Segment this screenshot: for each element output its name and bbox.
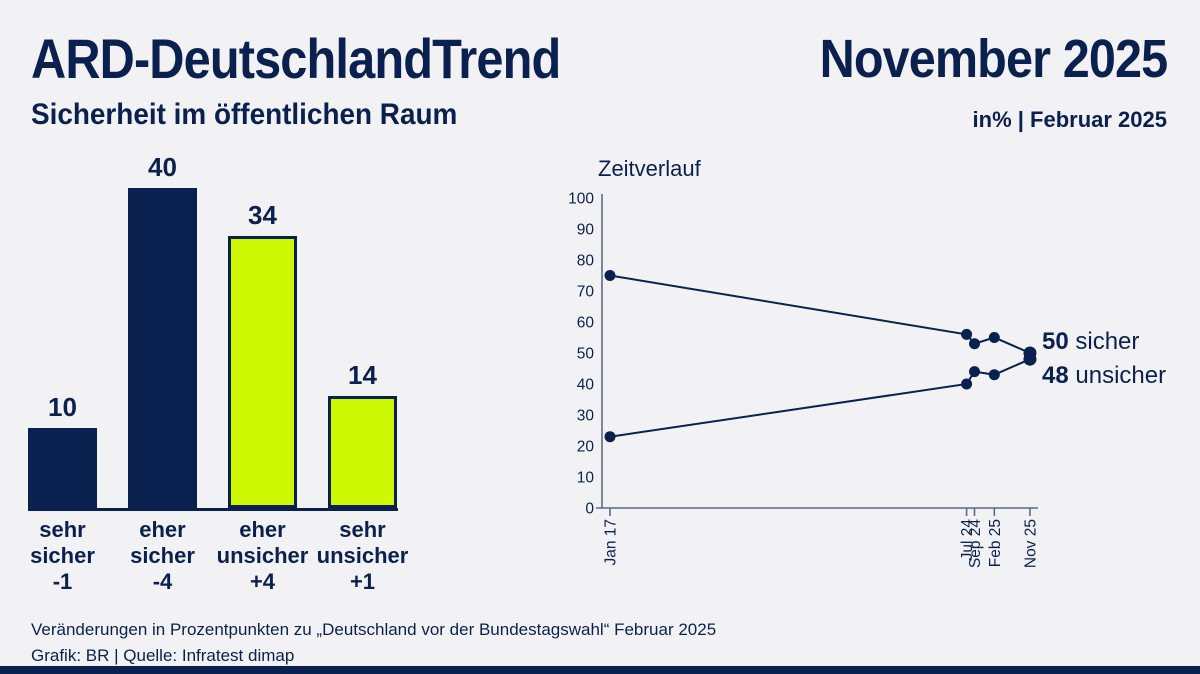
- bar-category-label: sehr sicher -1: [30, 517, 95, 594]
- line-chart-title: Zeitverlauf: [598, 156, 701, 181]
- footer-credit: Grafik: BR | Quelle: Infratest dimap: [31, 646, 295, 665]
- y-tick-label: 20: [577, 439, 595, 456]
- bar-column: 14 sehr unsicher +1: [317, 360, 409, 594]
- data-point-unsicher: [1023, 352, 1037, 366]
- y-tick-label: 100: [568, 191, 594, 208]
- bar: [328, 396, 397, 508]
- bar-category-label: eher unsicher +4: [216, 517, 309, 594]
- y-tick-label: 50: [577, 346, 595, 363]
- data-point-sicher: [961, 328, 973, 340]
- footer-note: Veränderungen in Prozentpunkten zu „Deut…: [31, 620, 717, 639]
- series-line-unsicher: [609, 358, 1031, 438]
- series-end-label-unsicher: 48 unsicher: [1042, 362, 1166, 389]
- data-point-unsicher: [604, 431, 616, 443]
- data-point-unsicher: [961, 378, 973, 390]
- data-point-unsicher: [988, 369, 1000, 381]
- unit-note: in% | Februar 2025: [972, 107, 1167, 132]
- data-point-sicher: [988, 332, 1000, 343]
- bar: [28, 428, 97, 508]
- y-tick-label: 60: [577, 315, 595, 332]
- bar-value-label: 40: [148, 152, 177, 182]
- bar-chart-baseline: [28, 508, 398, 511]
- bar: [128, 188, 197, 508]
- y-tick-label: 70: [577, 284, 595, 301]
- series-line-sicher: [609, 274, 1031, 354]
- y-tick-label: 90: [577, 222, 595, 239]
- bar-category-label: sehr unsicher +1: [316, 517, 409, 594]
- x-tick-label: Jan 17: [603, 519, 620, 566]
- page-title: ARD-DeutschlandTrend: [31, 27, 561, 90]
- bar-category-label: eher sicher -4: [130, 517, 195, 594]
- data-point-sicher: [604, 270, 616, 281]
- x-tick-label: Jul 24: [959, 519, 976, 561]
- bar-value-label: 34: [248, 200, 277, 230]
- bar-chart: 10 sehr sicher -1 40 eher sicher -4 34 eher unsich…: [28, 152, 409, 594]
- bottom-accent-bar: [0, 666, 1200, 674]
- bar: [228, 236, 297, 508]
- x-tick-label: Feb 25: [987, 519, 1004, 567]
- bar-column: 10 sehr sicher -1: [28, 392, 97, 594]
- bar-value-label: 14: [348, 360, 377, 390]
- y-tick-label: 80: [577, 253, 595, 270]
- edition-label: November 2025: [819, 29, 1168, 89]
- bar-column: 34 eher unsicher +4: [217, 200, 309, 594]
- y-tick-label: 40: [577, 377, 595, 394]
- y-tick-label: 30: [577, 408, 595, 425]
- bar-value-label: 10: [48, 392, 77, 422]
- x-tick-label: Nov 25: [1022, 519, 1039, 568]
- x-tick-label: Sep 24: [967, 519, 984, 569]
- bar-column: 40 eher sicher -4: [128, 152, 197, 594]
- y-tick-label: 10: [577, 470, 595, 487]
- y-tick-label: 0: [585, 501, 594, 518]
- series-end-label-sicher: 50 sicher: [1042, 328, 1139, 355]
- data-point-sicher: [969, 338, 981, 350]
- page-subtitle: Sicherheit im öffentlichen Raum: [31, 98, 458, 131]
- data-point-unsicher: [969, 366, 981, 378]
